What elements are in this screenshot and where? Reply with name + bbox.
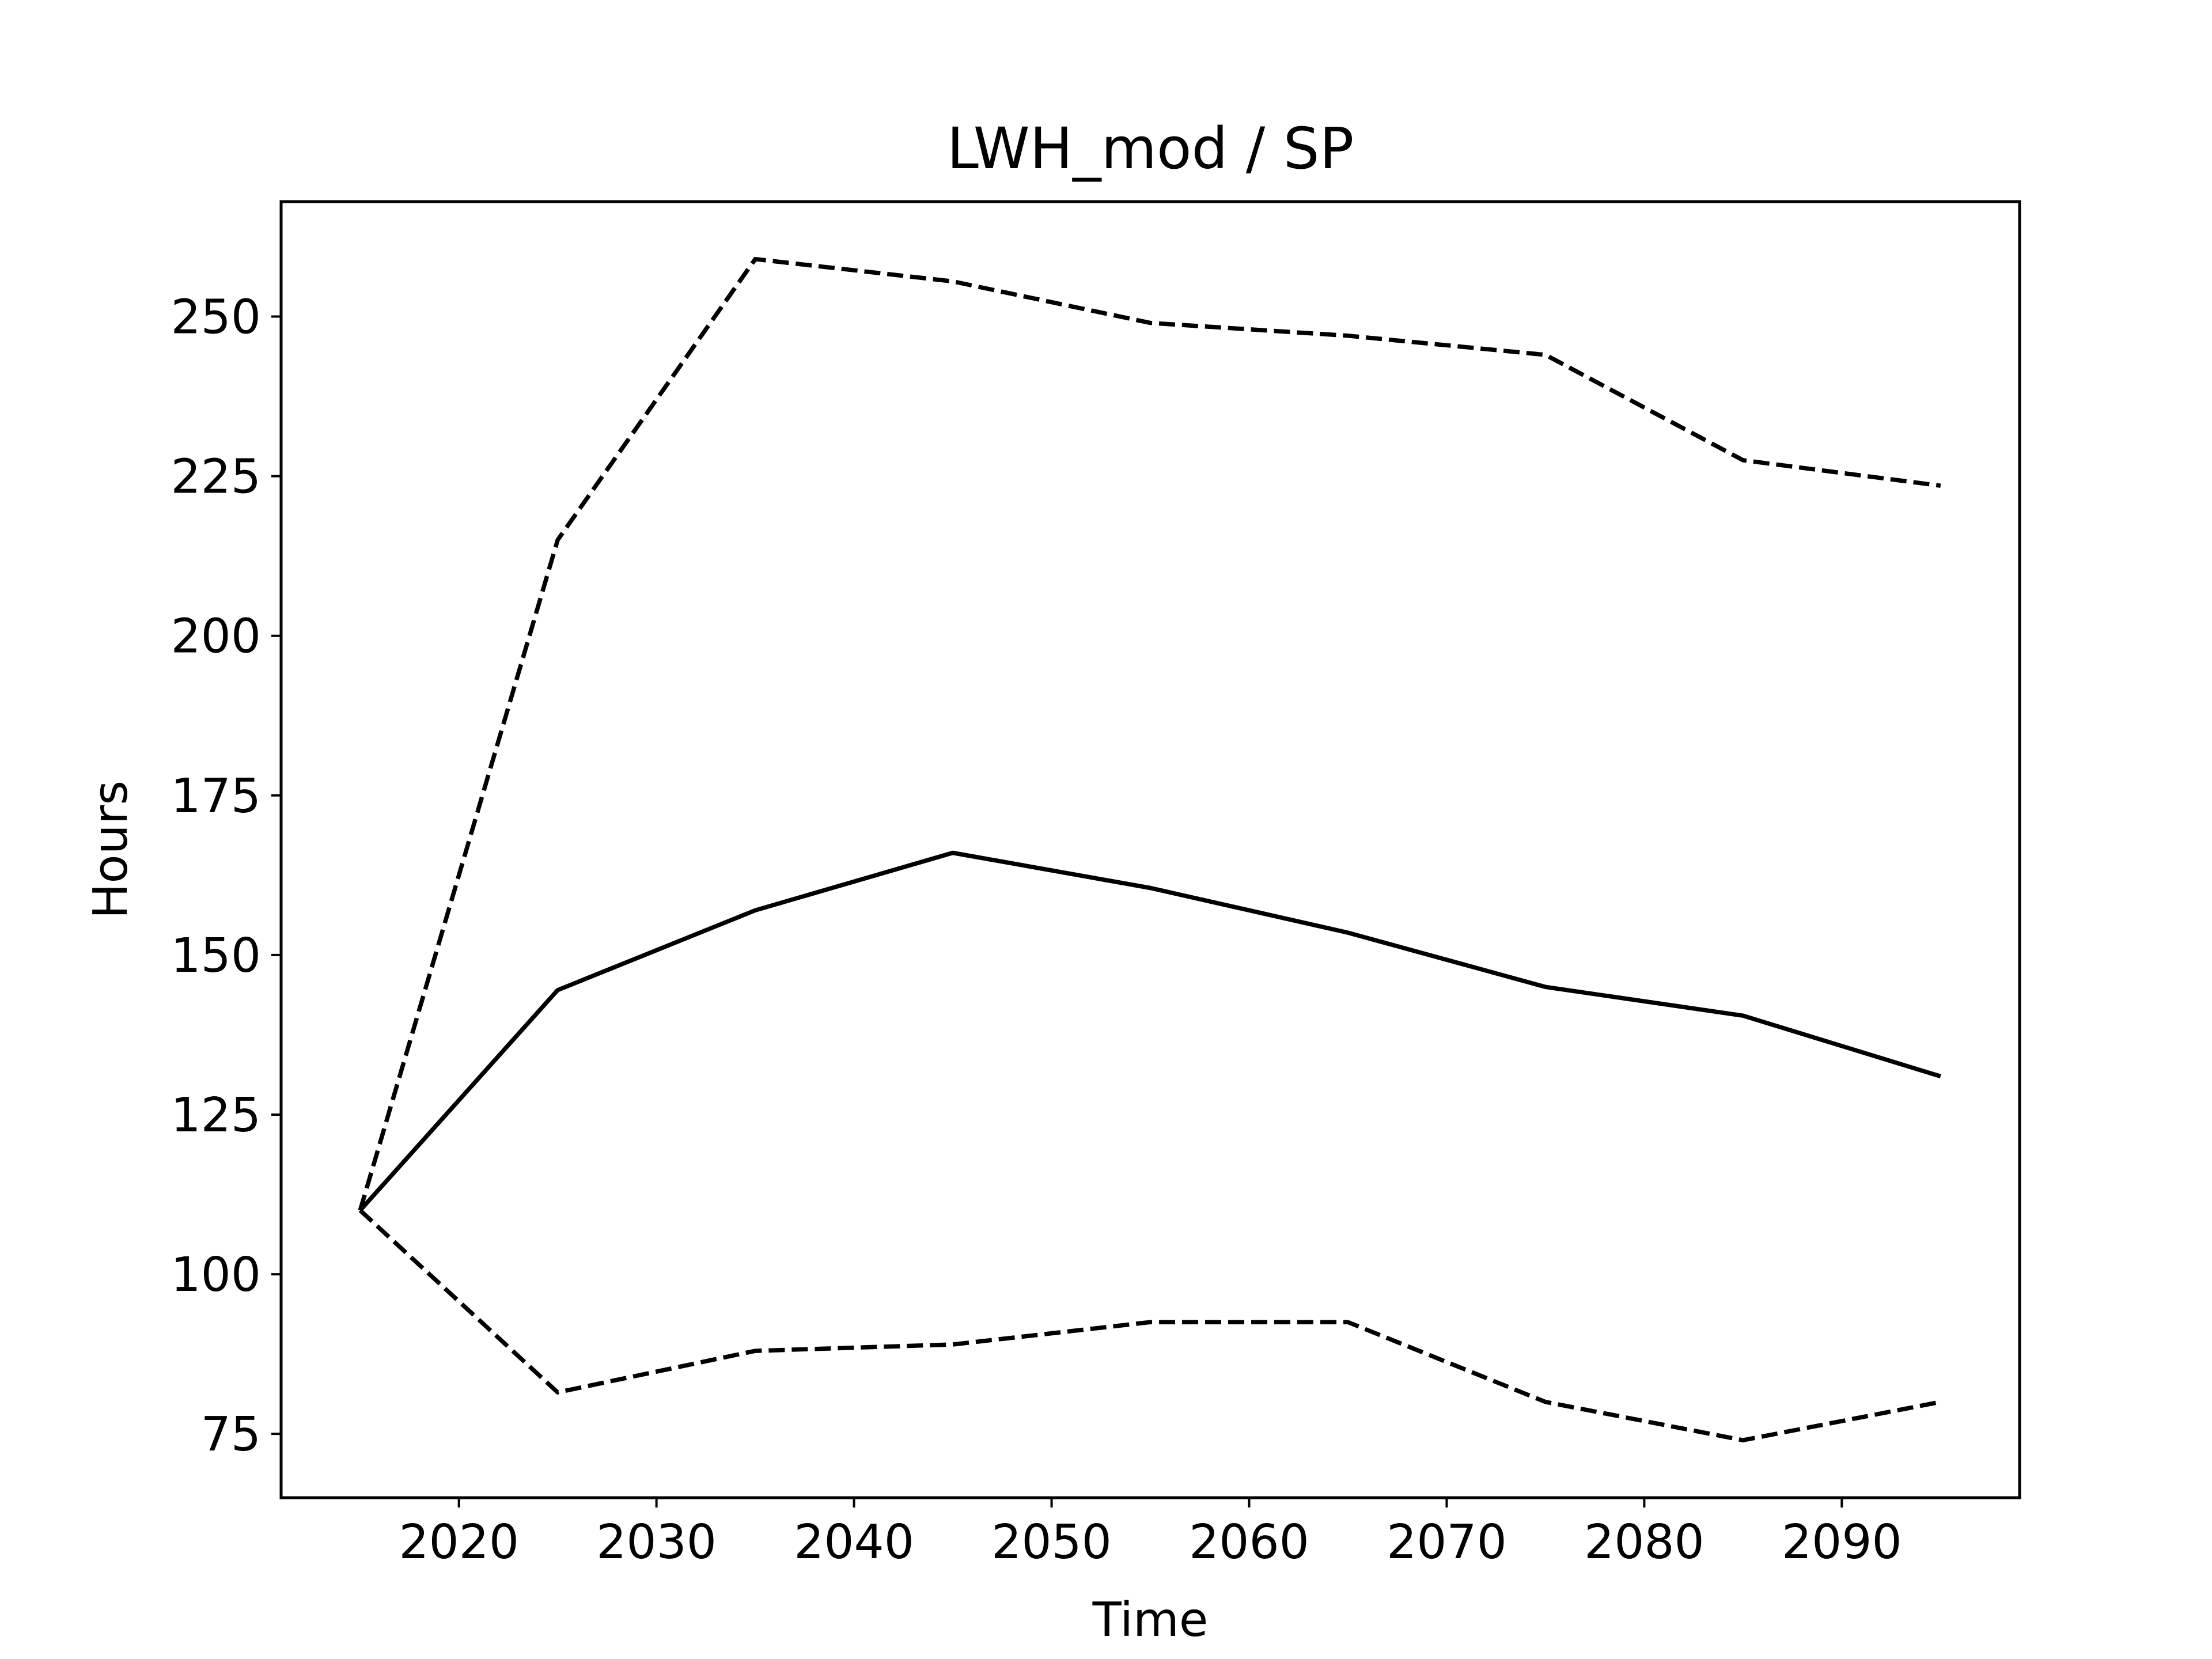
x-tick-label: 2070 — [1387, 1515, 1507, 1570]
y-tick-label: 150 — [171, 929, 261, 983]
x-tick-label: 2090 — [1782, 1515, 1902, 1570]
series-layer — [358, 257, 1941, 1442]
y-tick-label: 100 — [171, 1248, 261, 1302]
x-axis-label: Time — [1092, 1593, 1209, 1647]
y-tick-label: 225 — [171, 450, 261, 505]
y-axis-label: Hours — [84, 781, 138, 919]
x-tick-label: 2040 — [794, 1515, 914, 1570]
x-tick-label: 2080 — [1584, 1515, 1705, 1570]
x-axis: 2020 2030 2040 2050 2060 2070 2080 2090 — [399, 1498, 1902, 1570]
plot-frame — [279, 200, 2021, 1499]
series-line-3 — [358, 1209, 1941, 1442]
series-line-1 — [358, 850, 1941, 1212]
x-tick-label: 2050 — [991, 1515, 1112, 1570]
series-line-2 — [358, 257, 1941, 1211]
chart-title: LWH_mod / SP — [947, 116, 1354, 182]
x-tick-label: 2060 — [1189, 1515, 1309, 1570]
y-tick-label: 200 — [171, 609, 261, 664]
y-tick-label: 125 — [171, 1088, 261, 1143]
y-tick-label: 75 — [201, 1407, 261, 1462]
x-tick-label: 2030 — [596, 1515, 717, 1570]
y-tick-label: 250 — [171, 290, 261, 345]
y-tick-label: 175 — [171, 769, 261, 824]
x-tick-label: 2020 — [399, 1515, 519, 1570]
y-axis: 75 100 125 150 175 200 225 250 — [171, 290, 281, 1462]
